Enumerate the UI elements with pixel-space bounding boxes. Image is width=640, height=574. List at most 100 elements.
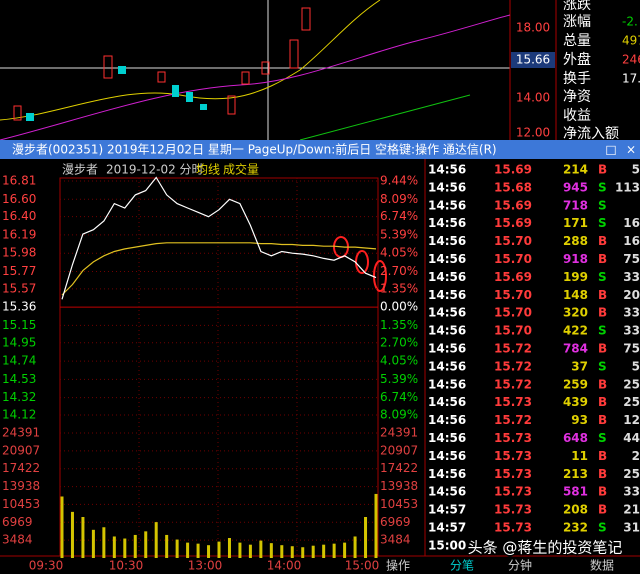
trade-time: 14:56: [428, 163, 466, 177]
trade-price: 15.69: [494, 198, 532, 212]
tab[interactable]: 操作: [386, 558, 410, 573]
volume-bar: [144, 531, 148, 558]
price-tick-label: 15.57: [2, 281, 36, 295]
price-tick-label: 15.36: [2, 300, 36, 314]
volume-bar: [165, 534, 169, 558]
trade-price: 15.70: [494, 234, 532, 248]
trade-time: 15:00: [428, 538, 466, 552]
trade-side: S: [598, 180, 607, 194]
trade-time: 14:56: [428, 395, 466, 409]
trade-side: B: [598, 252, 607, 266]
trade-price: 15.69: [494, 270, 532, 284]
time-label: 13:00: [188, 559, 223, 573]
trade-volume: 648: [563, 431, 588, 445]
volume-bar: [353, 536, 357, 558]
volume-bar: [374, 493, 378, 558]
trade-volume: 718: [563, 198, 588, 212]
candle: [103, 55, 113, 79]
trade-time: 14:56: [428, 180, 466, 194]
trade-volume: 148: [563, 288, 588, 302]
trade-count: 25: [623, 377, 640, 391]
trade-volume: 214: [563, 163, 588, 177]
volume-bar: [70, 511, 74, 558]
candle: [13, 105, 22, 121]
watermark: 头条 @蒋生的投资笔记: [468, 539, 623, 557]
trade-time: 14:56: [428, 342, 466, 356]
volume-tick-label: 20907: [380, 443, 418, 457]
window-title: 漫步者(002351) 2019年12月02日 星期一 PageUp/Down:…: [12, 142, 497, 157]
volume-tick-label: 20907: [2, 443, 40, 457]
stock-name: 漫步者: [62, 163, 98, 177]
trade-volume: 918: [563, 252, 588, 266]
trade-side: S: [598, 324, 607, 338]
volume-bar: [102, 527, 106, 558]
trade-side: B: [598, 377, 607, 391]
price-tick-label: 14.53: [2, 372, 36, 386]
trade-count: 25: [623, 467, 640, 481]
trade-volume: 259: [563, 377, 588, 391]
trade-count: 33: [623, 485, 640, 499]
pct-tick-label: 6.74%: [380, 209, 418, 223]
chart-date: 2019-12-02 分时: [106, 163, 204, 177]
tab[interactable]: 分钟: [508, 558, 532, 573]
trade-volume: 320: [563, 306, 588, 320]
volume-bar: [186, 542, 190, 558]
window-button[interactable]: □: [605, 143, 616, 157]
trade-count: 16: [623, 216, 640, 230]
candle: [186, 92, 193, 102]
trade-volume: 581: [563, 485, 588, 499]
trade-count: 12: [623, 413, 640, 427]
trade-time: 14:56: [428, 288, 466, 302]
volume-tick-label: 3484: [380, 533, 411, 547]
pct-tick-label: 1.35%: [380, 281, 418, 295]
volume-tick-label: 10453: [380, 497, 418, 511]
price-tick-label: 14.12: [2, 408, 36, 422]
candle: [157, 71, 166, 83]
volume-bar: [112, 536, 116, 558]
candle-chart: [0, 0, 557, 141]
info-label: 收益: [563, 108, 591, 124]
trade-time: 14:56: [428, 198, 466, 212]
candle: [241, 71, 250, 85]
trade-time: 14:57: [428, 503, 466, 517]
volume-bar: [280, 545, 284, 558]
tab[interactable]: 分笔: [450, 558, 474, 573]
volume-bar: [290, 546, 294, 558]
candle: [118, 66, 126, 74]
info-label: 净资: [563, 89, 591, 105]
price-label: 15.66: [516, 53, 550, 67]
trade-side: B: [598, 342, 607, 356]
price-tick-label: 14.74: [2, 354, 36, 368]
pct-tick-label: 6.74%: [380, 390, 418, 404]
trade-price: 15.73: [494, 485, 532, 499]
pct-tick-label: 1.35%: [380, 318, 418, 332]
trade-side: B: [598, 413, 607, 427]
trade-count: 2: [632, 449, 640, 463]
trade-volume: 288: [563, 234, 588, 248]
trade-side: B: [598, 288, 607, 302]
trade-time: 14:56: [428, 449, 466, 463]
volume-bar: [175, 539, 179, 558]
trade-side: S: [598, 359, 607, 373]
candle: [200, 104, 207, 110]
volume-bar: [301, 547, 305, 558]
volume-tick-label: 6969: [2, 515, 33, 529]
trade-volume: 422: [563, 324, 588, 338]
price-tick-label: 16.40: [2, 209, 36, 223]
window-button[interactable]: ×: [626, 143, 636, 157]
trade-time: 14:56: [428, 359, 466, 373]
avg-label: 均线: [196, 163, 220, 177]
volume-tick-label: 13938: [2, 479, 40, 493]
candle: [26, 113, 34, 121]
pct-tick-label: 2.70%: [380, 335, 418, 349]
pct-tick-label: 2.70%: [380, 264, 418, 278]
tab[interactable]: 数据: [590, 558, 614, 573]
info-value: 17.: [622, 72, 640, 86]
trade-side: B: [598, 234, 607, 248]
info-label: 总量: [563, 33, 591, 49]
trade-volume: 945: [563, 180, 588, 194]
trade-price: 15.72: [494, 342, 532, 356]
info-label: 外盘: [563, 51, 591, 68]
time-label: 15:00: [345, 559, 380, 573]
volume-tick-label: 13938: [380, 479, 418, 493]
